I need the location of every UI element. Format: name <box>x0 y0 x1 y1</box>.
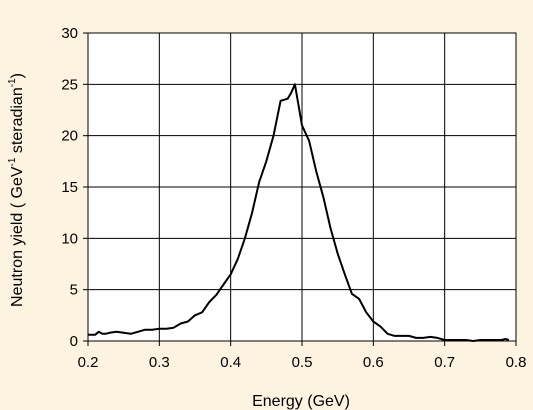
y-tick-label: 20 <box>61 128 78 145</box>
x-axis: 0.2 0.3 0.4 0.5 0.6 0.7 0.8 <box>78 341 527 371</box>
y-axis-title: Neutron yield ( GeV-1 steradian-1) <box>7 73 26 307</box>
y-axis: 0 5 10 15 20 25 30 <box>61 25 88 350</box>
x-tick-label: 0.8 <box>506 354 527 371</box>
y-tick-label: 25 <box>61 76 78 93</box>
x-tick-label: 0.3 <box>149 354 170 371</box>
x-axis-title: Energy (GeV) <box>252 393 350 410</box>
y-axis-title-end: ) <box>9 73 26 78</box>
x-tick-label: 0.7 <box>434 354 455 371</box>
series-line <box>88 83 510 342</box>
y-axis-title-sup2: -1 <box>7 78 18 87</box>
plot-area <box>87 32 517 342</box>
y-tick-label: 15 <box>61 179 78 196</box>
x-tick-label: 0.6 <box>363 354 384 371</box>
y-axis-title-main: Neutron yield ( GeV <box>9 166 26 307</box>
y-tick-label: 0 <box>70 333 78 350</box>
y-tick-label: 30 <box>61 25 78 42</box>
y-axis-title-sup1: -1 <box>7 157 18 166</box>
y-tick-label: 10 <box>61 230 78 247</box>
x-tick-label: 0.4 <box>220 354 241 371</box>
x-tick-label: 0.5 <box>292 354 313 371</box>
x-tick-label: 0.2 <box>78 354 99 371</box>
y-tick-label: 5 <box>70 282 78 299</box>
y-axis-title-mid: steradian <box>9 87 26 157</box>
